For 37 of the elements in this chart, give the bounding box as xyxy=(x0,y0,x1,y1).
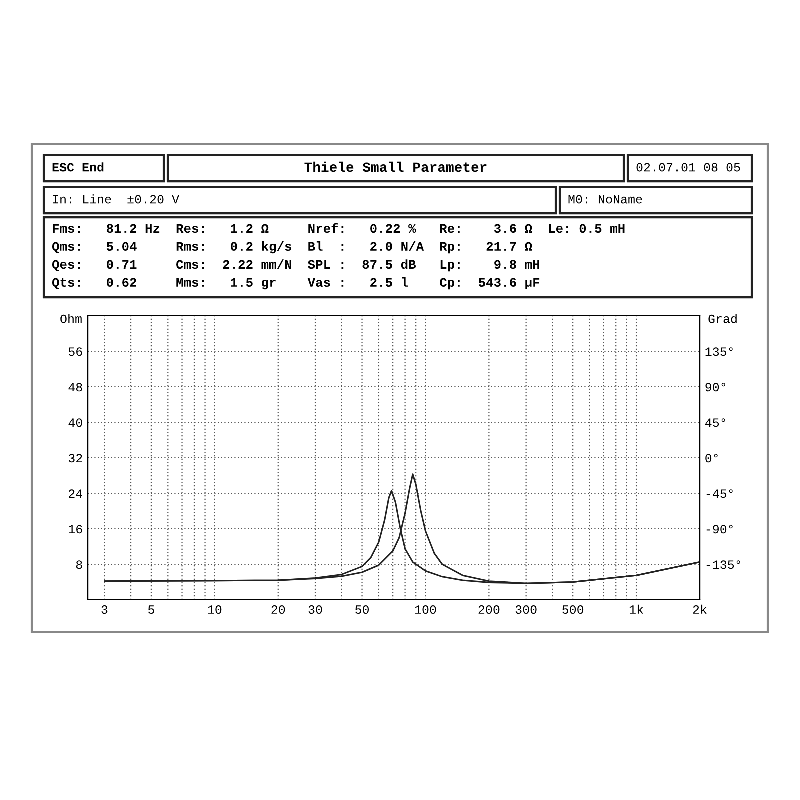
y-tick-label: 48 xyxy=(68,383,82,392)
chart-title: Thiele Small Parameter xyxy=(304,162,487,172)
x-tick-label: 5 xyxy=(148,606,154,614)
y2-tick-label: 135° xyxy=(706,348,733,356)
x-tick-label: 300 xyxy=(516,606,537,614)
y-tick-label: 16 xyxy=(69,525,82,534)
y2-tick-label: 0° xyxy=(706,454,718,463)
text: Qes: 0.71 Cms: 2.22 mm/N SPL : 87.5 dB Lp: 9.8 mH xyxy=(52,260,540,272)
y2-tick-label: 45° xyxy=(705,418,726,428)
text: Qms: 5.04 Rms: 0.2 kg/s Bl : 2.0 N/A Rp: 21.7 Ω xyxy=(52,242,532,254)
y2-tick-label: -45° xyxy=(706,490,733,498)
y-tick-label: 24 xyxy=(69,490,83,498)
x-tick-label: 30 xyxy=(308,606,322,614)
x-tick-label: 1k xyxy=(630,604,644,614)
y-tick-label: 56 xyxy=(68,348,82,356)
x-tick-label: 3 xyxy=(102,606,108,614)
x-tick-label: 20 xyxy=(272,606,286,614)
y2-tick-label: 90° xyxy=(706,383,726,392)
x-tick-label: 200 xyxy=(478,606,500,614)
x-tick-label: 10 xyxy=(208,606,222,614)
y-axis-title: Ohm xyxy=(60,314,82,324)
x-tick-label: 500 xyxy=(562,606,584,614)
y-tick-label: 32 xyxy=(68,454,82,463)
x-tick-label: 100 xyxy=(415,606,436,614)
x-tick-label: 2k xyxy=(693,604,707,614)
text: M0: NoName xyxy=(568,195,642,204)
y2-axis-title: Grad xyxy=(708,314,737,324)
text: Qts: 0.62 Mms: 1.5 gr Vas : 2.5 l Cp: 543.6 µF xyxy=(52,278,540,290)
text: Fms: 81.2 Hz Res: 1.2 Ω Nref: 0.22 % Re: 3.6 Ω Le: 0.5 mH xyxy=(53,223,625,234)
text: In: Line ±0.20 V xyxy=(53,194,180,204)
y2-tick-label: -135° xyxy=(706,560,740,570)
text: ESC End xyxy=(52,162,104,172)
y-tick-label: 40 xyxy=(68,418,82,428)
y2-tick-label: -90° xyxy=(706,525,733,534)
x-tick-label: 50 xyxy=(356,606,369,614)
text: 02.07.01 08 05 xyxy=(636,163,740,172)
y-tick-label: 8 xyxy=(76,560,82,570)
